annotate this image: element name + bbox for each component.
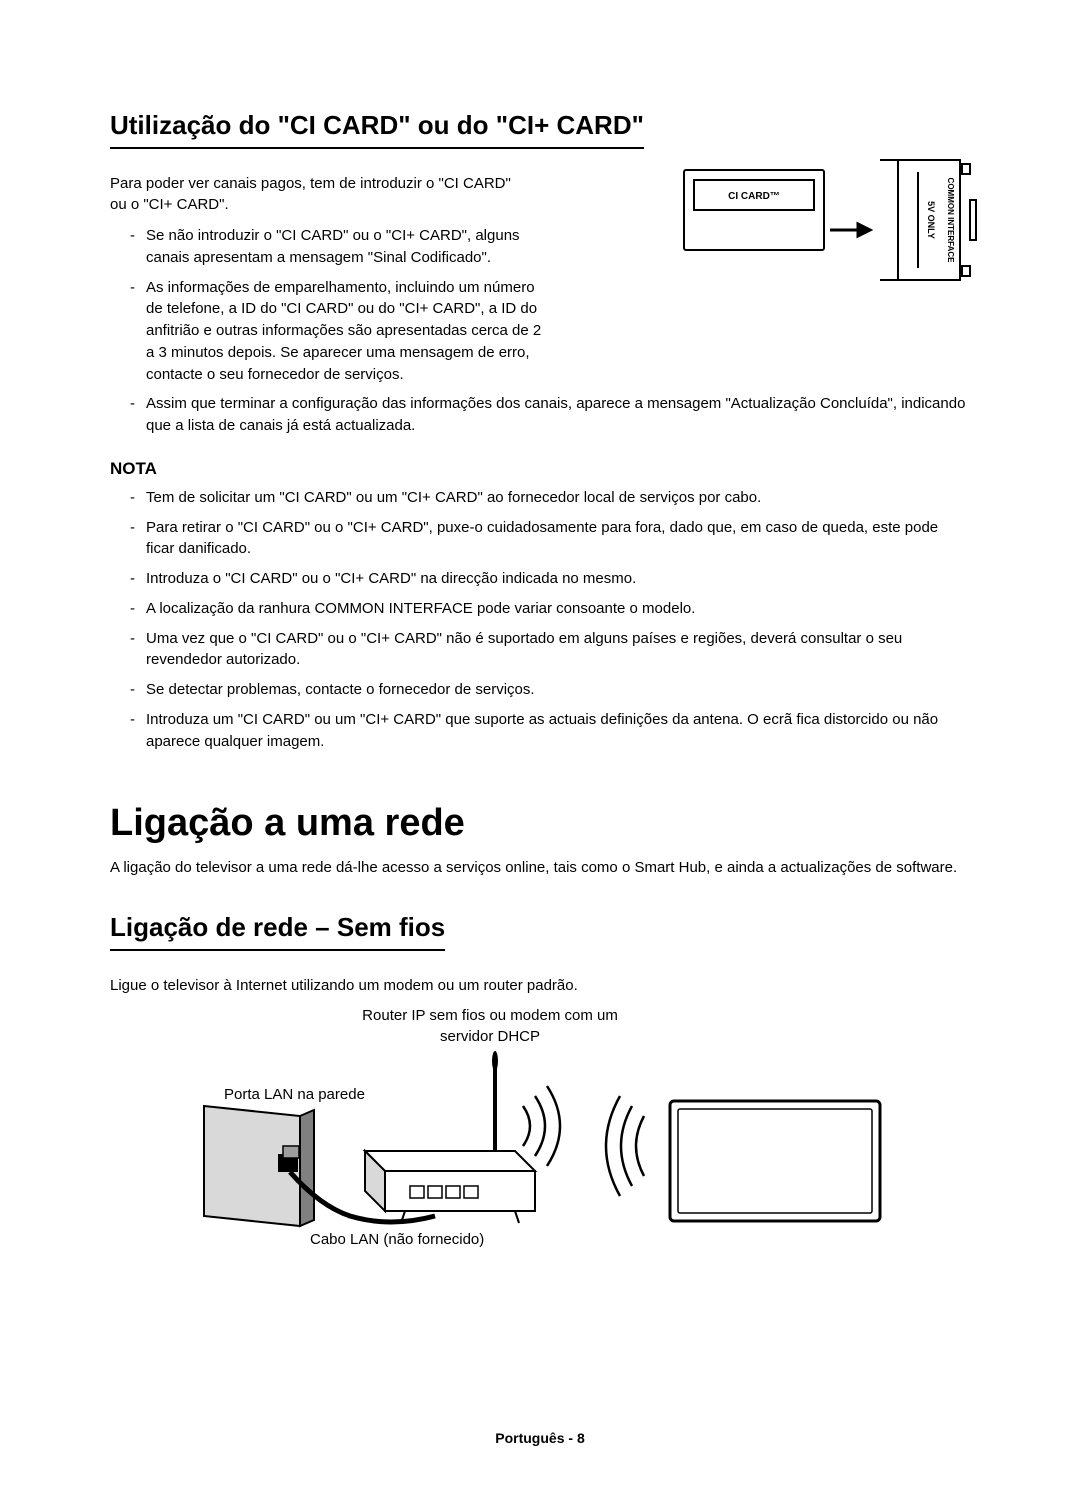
list-item: Assim que terminar a configuração das in… <box>130 393 970 437</box>
list-item: Introduza o "CI CARD" ou o "CI+ CARD" na… <box>130 568 970 590</box>
lan-cable-label: Cabo LAN (não fornecido) <box>310 1231 484 1248</box>
wireless-intro: Ligue o televisor à Internet utilizando … <box>110 975 970 996</box>
list-item: Para retirar o "CI CARD" ou o "CI+ CARD"… <box>130 517 970 561</box>
ci-card-figure: CI CARD™ 5V ONLY COMMON INTERFACE <box>680 150 980 290</box>
footer-lang: Português <box>495 1430 564 1446</box>
wireless-network-figure: Router IP sem fios ou modem com um servi… <box>180 1006 900 1256</box>
network-svg <box>180 1006 900 1256</box>
slot-5v-label: 5V ONLY <box>926 201 936 239</box>
network-intro: A ligação do televisor a uma rede dá-lhe… <box>110 857 970 878</box>
ci-card-label: CI CARD™ <box>728 191 780 202</box>
ci-intro: Para poder ver canais pagos, tem de intr… <box>110 173 530 215</box>
list-item: Se detectar problemas, contacte o fornec… <box>130 679 970 701</box>
page-footer: Português - 8 <box>0 1430 1080 1446</box>
nota-heading: NOTA <box>110 459 970 479</box>
list-item: A localização da ranhura COMMON INTERFAC… <box>130 598 970 620</box>
list-item: As informações de emparelhamento, inclui… <box>130 277 550 386</box>
section-network-heading: Ligação a uma rede <box>110 802 970 845</box>
footer-page: 8 <box>577 1430 585 1446</box>
list-item: Tem de solicitar um "CI CARD" ou um "CI+… <box>130 487 970 509</box>
footer-sep: - <box>564 1430 576 1446</box>
section-ci-heading: Utilização do "CI CARD" ou do "CI+ CARD" <box>110 110 644 149</box>
slot-ci-label: COMMON INTERFACE <box>946 178 955 264</box>
section-wireless-heading: Ligação de rede – Sem fios <box>110 912 445 951</box>
ci-card-svg: CI CARD™ 5V ONLY COMMON INTERFACE <box>680 150 980 290</box>
list-item: Uma vez que o "CI CARD" ou o "CI+ CARD" … <box>130 628 970 672</box>
nota-list: Tem de solicitar um "CI CARD" ou um "CI+… <box>110 487 970 753</box>
list-item: Introduza um "CI CARD" ou um "CI+ CARD" … <box>130 709 970 753</box>
list-item: Se não introduzir o "CI CARD" ou o "CI+ … <box>130 225 550 269</box>
